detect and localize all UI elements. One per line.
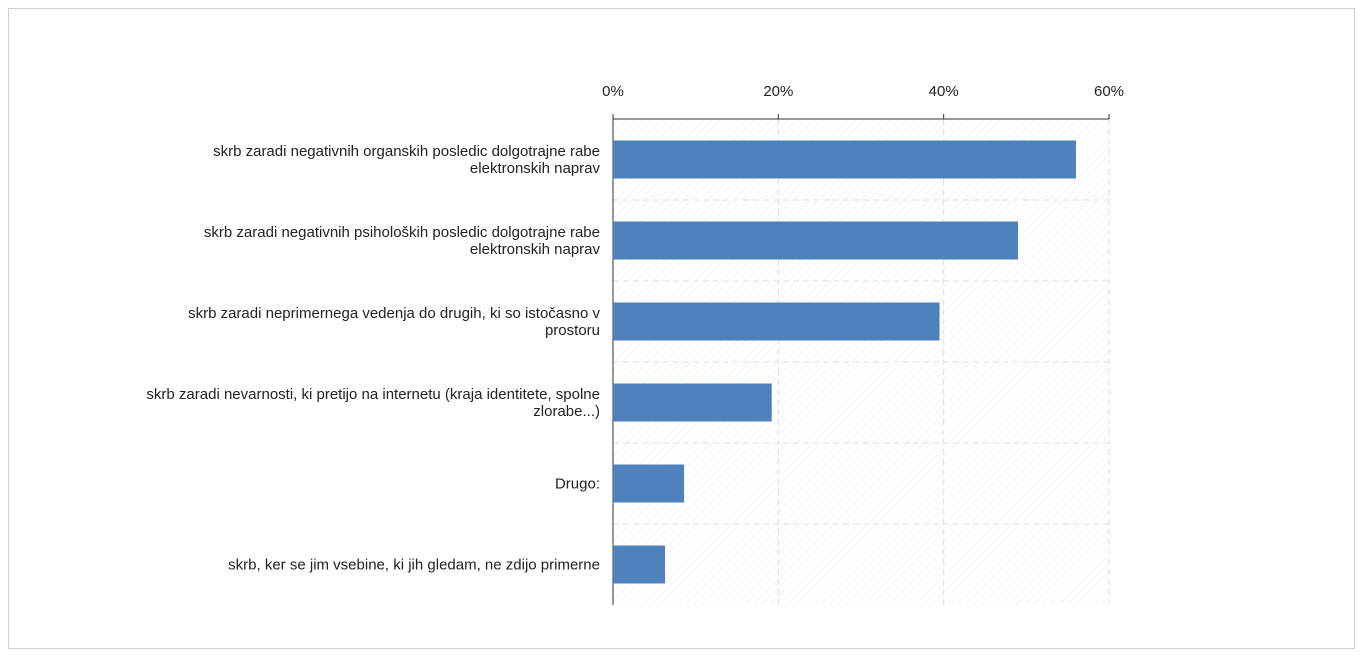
- x-tick-label: 60%: [1094, 83, 1124, 100]
- x-tick-label: 20%: [763, 83, 793, 100]
- category-label: Drugo:: [554, 475, 600, 492]
- category-label: skrb zaradi neprimernega vedenja do drug…: [188, 304, 600, 339]
- category-label: skrb zaradi negativnih psiholoških posle…: [203, 223, 600, 258]
- bar: [613, 302, 940, 341]
- category-label: skrb zaradi nevarnosti, ki pretijo na in…: [146, 385, 600, 420]
- bar: [613, 464, 685, 503]
- x-tick-label: 0%: [602, 83, 624, 100]
- bar: [613, 140, 1076, 179]
- bar: [613, 383, 772, 422]
- category-label: skrb, ker se jim vsebine, ki jih gledam,…: [228, 556, 600, 573]
- bar: [613, 545, 666, 584]
- category-label: skrb zaradi negativnih organskih posledi…: [213, 142, 600, 177]
- bar: [613, 221, 1019, 260]
- x-tick-label: 40%: [929, 83, 959, 100]
